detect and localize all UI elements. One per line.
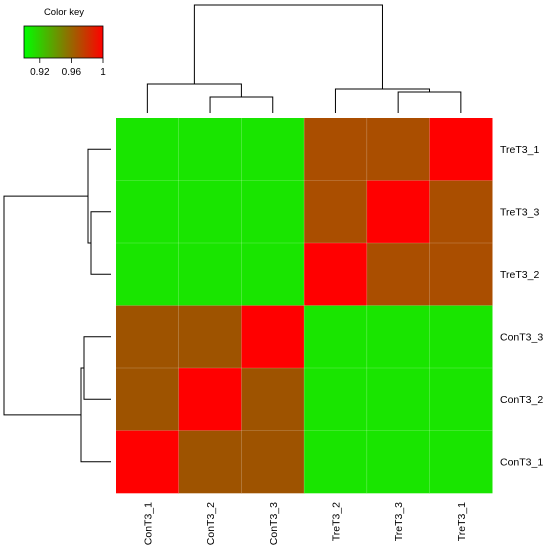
heatmap-cell <box>429 243 493 306</box>
heatmap-cell <box>304 305 368 369</box>
heatmap-cell <box>366 180 430 244</box>
heatmap-cell <box>366 305 430 369</box>
row-label: ConT3_3 <box>500 331 543 343</box>
heatmap-cell <box>429 305 493 369</box>
column-label: TreT3_1 <box>456 502 468 541</box>
heatmap-cell <box>241 180 305 244</box>
column-label: ConT3_2 <box>205 502 217 545</box>
color-key-tick-label: 1 <box>100 67 106 78</box>
heatmap-cell <box>241 243 305 306</box>
dendrogram-branch <box>83 336 111 400</box>
dendrogram-branch <box>80 367 111 463</box>
heatmap-cell <box>304 368 368 431</box>
row-label: TreT3_1 <box>500 144 539 156</box>
color-key-tick-label: 0.96 <box>62 67 82 78</box>
row-dendrogram <box>3 148 111 463</box>
heatmap-cell <box>241 118 305 181</box>
heatmap-cell <box>116 180 179 244</box>
column-labels: ConT3_1 ConT3_2 ConT3_3 TreT3_2 TreT3_3 TreT3… <box>142 502 468 545</box>
heatmap-cell <box>116 118 179 181</box>
row-label: TreT3_3 <box>500 206 539 218</box>
heatmap-cell <box>366 118 430 181</box>
row-label: ConT3_2 <box>500 394 543 406</box>
heatmap-cell <box>178 368 242 431</box>
row-label: TreT3_2 <box>500 269 539 281</box>
heatmap-cell <box>178 430 242 494</box>
color-key-tick-label: 0.92 <box>30 67 50 78</box>
heatmap-cell <box>429 118 493 181</box>
dendrogram-root <box>193 4 383 89</box>
column-label: TreT3_2 <box>331 502 343 541</box>
dendrogram-root <box>3 195 88 416</box>
heatmap-cell <box>304 243 368 306</box>
heatmap-cell <box>116 368 179 431</box>
color-key-bar <box>23 25 104 59</box>
dendrogram-branch <box>146 83 242 113</box>
heatmap-cell <box>304 430 368 494</box>
heatmap-cell <box>429 430 493 494</box>
heatmap-cell <box>116 243 179 306</box>
heatmap-cell <box>366 430 430 494</box>
heatmap-cell <box>366 243 430 306</box>
dendrogram-branch <box>90 211 111 275</box>
color-key-title: Color key <box>44 7 84 18</box>
column-label: ConT3_3 <box>268 502 280 545</box>
dendrogram-branch <box>209 96 274 113</box>
column-label: ConT3_1 <box>142 502 154 545</box>
heatmap-cell <box>429 180 493 244</box>
column-label: TreT3_3 <box>393 502 405 541</box>
heatmap-cells <box>116 118 493 494</box>
row-labels: TreT3_1 TreT3_3 TreT3_2 ConT3_3 ConT3_2 ConT3… <box>500 144 543 468</box>
heatmap-cell <box>116 430 179 494</box>
heatmap-cell <box>178 305 242 369</box>
heatmap-cell <box>304 118 368 181</box>
row-label: ConT3_1 <box>500 456 543 468</box>
column-dendrogram <box>146 4 462 113</box>
heatmap-cell <box>178 118 242 181</box>
heatmap-cell <box>116 305 179 369</box>
heatmap-cell <box>304 180 368 244</box>
heatmap-cell <box>366 368 430 431</box>
dendrogram-branch <box>397 91 462 113</box>
heatmap-cell <box>178 180 242 244</box>
heatmap-cell <box>241 305 305 369</box>
heatmap-cell <box>241 430 305 494</box>
heatmap-cell <box>178 243 242 306</box>
color-key: Color key 0.92 0.96 1 <box>23 7 106 78</box>
dendrogram-branch <box>334 88 430 113</box>
heatmap-cell <box>429 368 493 431</box>
heatmap-cell <box>241 368 305 431</box>
